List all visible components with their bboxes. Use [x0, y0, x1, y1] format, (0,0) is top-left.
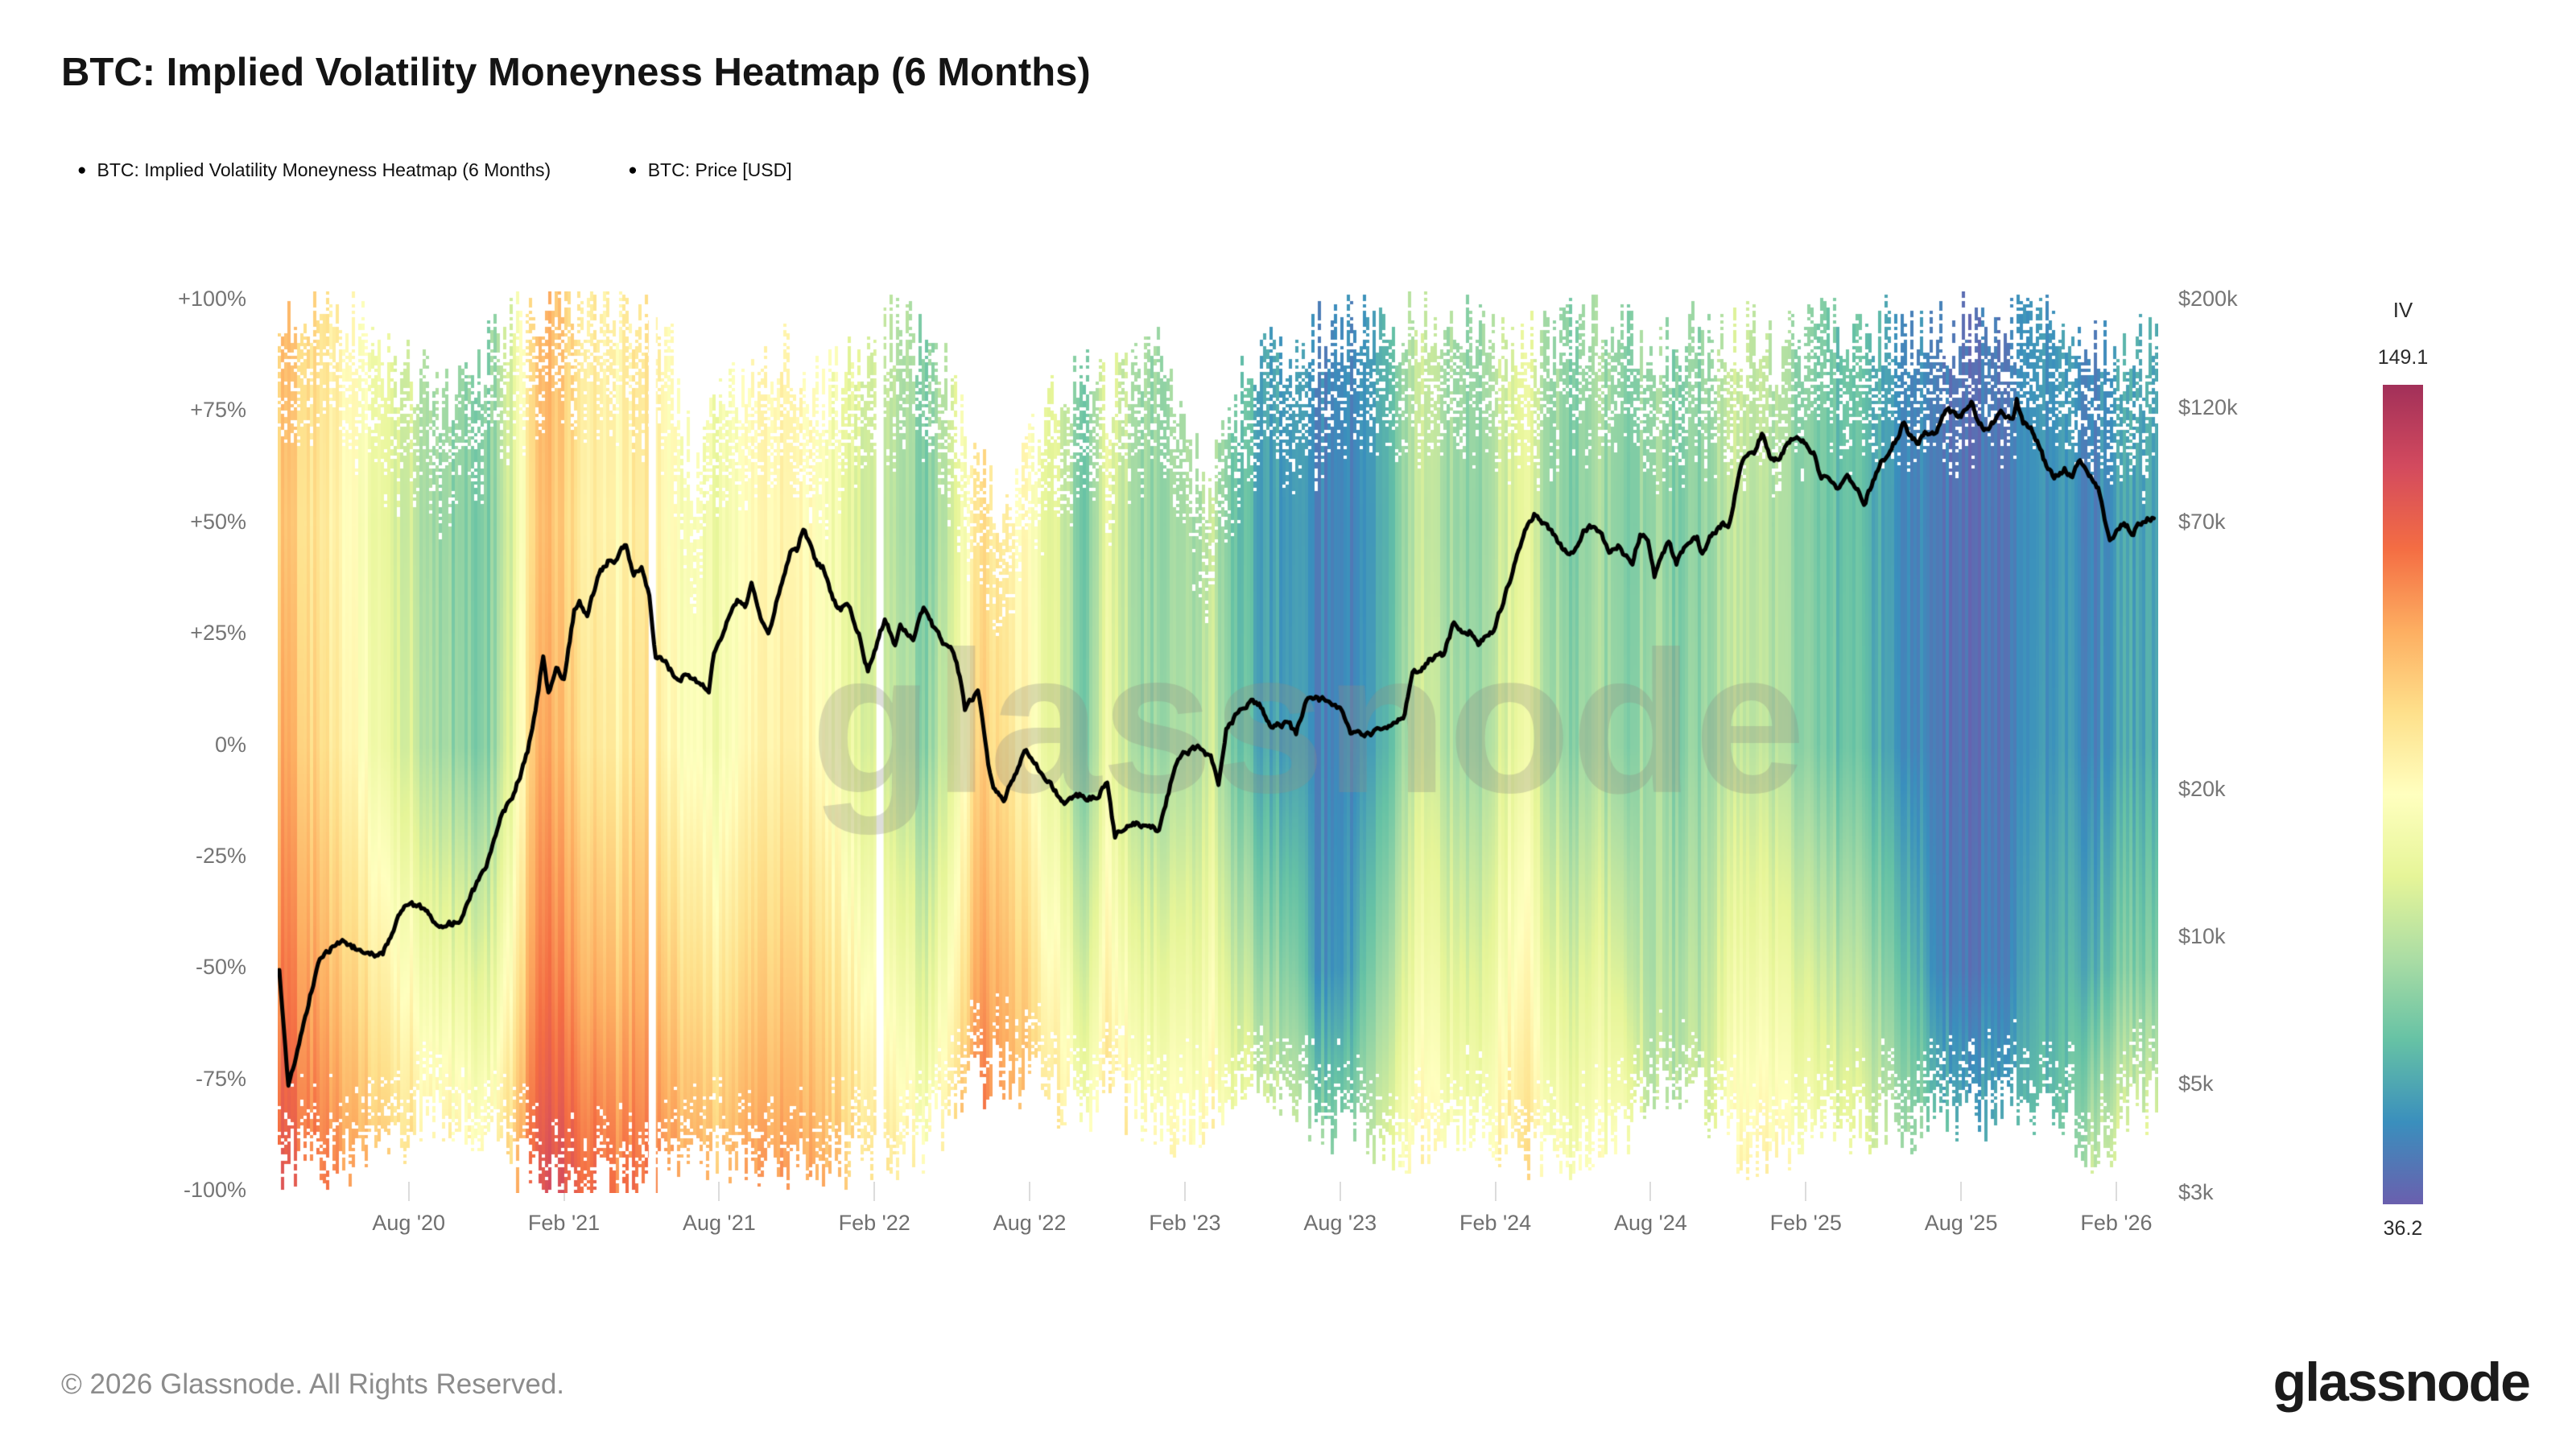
left-axis-tick-label: +75% — [190, 398, 246, 423]
x-axis-tick-label: Aug '25 — [1924, 1211, 1998, 1235]
left-axis-tick-label: +25% — [190, 621, 246, 646]
footer-copyright: © 2026 Glassnode. All Rights Reserved. — [61, 1368, 565, 1400]
left-axis-tick-label: -75% — [195, 1066, 246, 1091]
left-axis-tick-label: 0% — [214, 732, 246, 757]
legend-item-heatmap[interactable]: ● BTC: Implied Volatility Moneyness Heat… — [77, 159, 551, 181]
right-axis-tick-label: $20k — [2178, 776, 2226, 801]
x-axis-tick-label: Aug '20 — [372, 1211, 446, 1235]
legend-label-heatmap: BTC: Implied Volatility Moneyness Heatma… — [97, 159, 551, 180]
colorbar-title: IV — [2392, 298, 2413, 322]
colorbar-min-value: 36.2 — [2383, 1217, 2423, 1240]
x-axis-tick-label: Aug '21 — [683, 1211, 756, 1235]
glassnode-logo: glassnode — [2273, 1352, 2531, 1413]
legend-label-price: BTC: Price [USD] — [647, 159, 792, 180]
right-axis-tick-label: $70k — [2178, 510, 2226, 535]
left-axis-tick-label: -100% — [183, 1178, 246, 1202]
x-axis-tick-label: Feb '23 — [1149, 1211, 1221, 1235]
legend-dot-icon: ● — [77, 162, 87, 179]
right-axis-tick-label: $120k — [2178, 394, 2238, 419]
x-axis-tick-label: Feb '22 — [838, 1211, 910, 1235]
left-axis-tick-label: +50% — [190, 509, 246, 534]
x-axis-tick-label: Feb '24 — [1459, 1211, 1532, 1235]
x-axis-tick-label: Feb '21 — [527, 1211, 601, 1235]
right-axis-tick-label: $3k — [2178, 1179, 2214, 1204]
heatmap-canvas[interactable] — [278, 291, 2158, 1193]
x-axis-tick-label: Aug '22 — [993, 1211, 1067, 1235]
left-axis-tick-label: -50% — [195, 955, 246, 980]
x-axis-tick-label: Feb '26 — [2080, 1211, 2153, 1235]
legend-item-price[interactable]: ● BTC: Price [USD] — [628, 159, 791, 181]
colorbar-max-value: 149.1 — [2377, 346, 2429, 369]
colorbar-gradient — [2383, 385, 2423, 1204]
x-axis-tick-label: Feb '25 — [1769, 1211, 1842, 1235]
right-axis-tick-label: $5k — [2178, 1071, 2214, 1096]
legend-dot-icon: ● — [628, 162, 638, 179]
x-axis-tick-label: Aug '23 — [1303, 1211, 1377, 1235]
x-axis-tick-label: Aug '24 — [1614, 1211, 1687, 1235]
left-axis-tick-label: +100% — [178, 287, 246, 311]
page-title: BTC: Implied Volatility Moneyness Heatma… — [61, 51, 1091, 94]
right-axis-tick-label: $200k — [2178, 287, 2238, 311]
right-axis-tick-label: $10k — [2178, 923, 2226, 948]
left-axis-tick-label: -25% — [195, 843, 246, 868]
legend: ● BTC: Implied Volatility Moneyness Heat… — [77, 159, 792, 181]
